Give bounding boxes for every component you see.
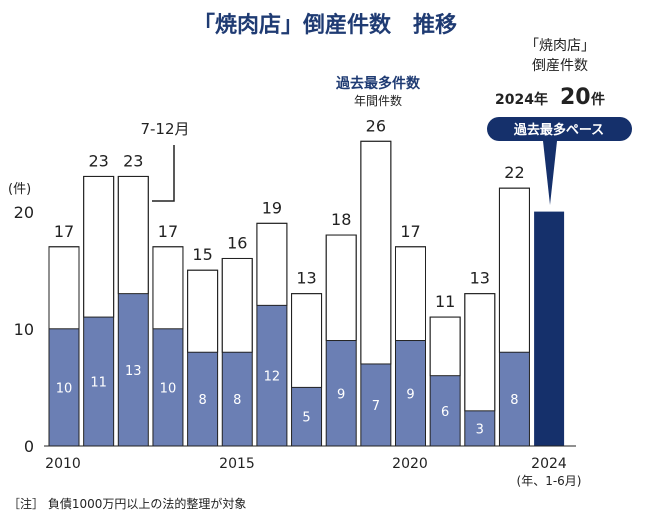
bar-h1-2023	[499, 352, 530, 446]
bar-h2-2017	[291, 293, 323, 388]
bar-h1-2017	[291, 387, 322, 446]
bar-total-label-2022: 13	[470, 269, 490, 288]
bar-total-label-2014: 15	[192, 245, 212, 264]
bar-h1-label-2012: 13	[125, 364, 142, 379]
y-axis-unit: (件)	[8, 182, 31, 197]
record-annotation-line2: 年間件数	[354, 93, 402, 108]
bar-h1-label-2020: 9	[406, 387, 414, 402]
bar-total-label-2023: 22	[504, 163, 524, 182]
y-tick-20: 20	[14, 203, 34, 222]
bar-total-label-2019: 26	[366, 116, 386, 135]
bar-h1-2021	[430, 375, 461, 446]
forecast-badge-text: 過去最多ペース	[513, 122, 604, 138]
y-tick-10: 10	[14, 320, 34, 339]
bar-h1-2014	[187, 352, 218, 446]
bar-h1-2016	[256, 305, 287, 446]
forecast-value: 20	[560, 85, 591, 110]
bar-h2-2010	[48, 246, 80, 330]
footnote: ［注］ 負債1000万円以上の法的整理が対象	[8, 496, 246, 511]
bar-h1-label-2019: 7	[372, 399, 380, 414]
bar-total-label-2010: 17	[54, 222, 74, 241]
x-tick-2024: 2024	[531, 456, 567, 472]
bar-h2-2020	[395, 246, 426, 342]
bar-h1-label-2011: 11	[90, 376, 107, 391]
bar-total-label-2015: 16	[227, 233, 247, 252]
forecast-unit: 件	[591, 91, 605, 108]
record-annotation-line1: 過去最多件数	[335, 75, 421, 92]
bars-group: 10 17 11 23 13 23 10 17 8 15 8 16 12 19 5 13 9 18 7 26 9 17 6 1…	[48, 116, 565, 447]
bar-h1-label-2015: 8	[233, 393, 241, 408]
x-tick-2020: 2020	[392, 456, 428, 472]
bar-h1-label-2021: 6	[441, 405, 449, 420]
bar-h1-label-2022: 3	[476, 422, 484, 437]
x-tick-subtitle: (年、1-6月)	[517, 474, 582, 488]
bar-h2-2021	[429, 316, 461, 377]
bar-h2-2012	[117, 175, 149, 295]
bar-h2-2023	[498, 187, 530, 353]
bar-h1-label-2017: 5	[302, 411, 310, 426]
bar-total-label-2017: 13	[296, 269, 316, 288]
h2-annotation-label: 7-12月	[140, 120, 189, 138]
bar-h1-label-2023: 8	[510, 393, 518, 408]
chart-title: 「焼肉店」倒産件数 推移	[193, 12, 457, 38]
bar-h2-2015	[221, 257, 253, 353]
bar-h1-2011	[83, 317, 114, 446]
bar-total-label-2020: 17	[400, 222, 420, 241]
forecast-badge	[487, 117, 632, 141]
bar-total-label-2016: 19	[262, 198, 282, 217]
x-tick-2010: 2010	[45, 456, 81, 472]
bar-h2-2016	[256, 222, 288, 306]
forecast-pointer	[543, 141, 557, 205]
forecast-label-line1: 「焼肉店」	[525, 38, 595, 54]
bar-h2-2013	[152, 246, 184, 330]
bar-h2-2011	[83, 175, 115, 318]
bar-h2-2022	[464, 293, 496, 412]
forecast-label-line2: 倒産件数	[532, 58, 588, 74]
x-tick-2015: 2015	[219, 456, 255, 472]
bar-h1-2013	[152, 328, 183, 446]
bar-h1-2010	[49, 328, 79, 446]
bar-total-label-2021: 11	[435, 292, 455, 311]
bar-h1-label-2010: 10	[56, 381, 73, 396]
bar-h1-label-2016: 12	[264, 370, 281, 385]
bar-total-label-2013: 17	[158, 222, 178, 241]
bar-forecast-2024	[534, 211, 565, 446]
y-tick-0: 0	[24, 437, 34, 456]
bar-h2-2019	[360, 140, 392, 365]
bar-h1-2019	[360, 363, 391, 446]
bar-h1-label-2014: 8	[198, 393, 206, 408]
bar-h1-2015	[222, 352, 253, 446]
bar-total-label-2018: 18	[331, 210, 351, 229]
bar-h2-2018	[325, 234, 357, 342]
forecast-year: 2024年	[495, 91, 548, 108]
bar-h1-label-2013: 10	[160, 381, 177, 396]
bar-h1-2020	[395, 340, 426, 446]
bar-h1-2022	[464, 410, 495, 446]
bar-h2-2014	[187, 269, 219, 353]
bar-total-label-2011: 23	[88, 151, 108, 170]
bar-h1-label-2018: 9	[337, 387, 345, 402]
bar-total-label-2012: 23	[123, 151, 143, 170]
h2-annotation-bracket	[152, 145, 175, 202]
bar-h1-2012	[118, 293, 149, 446]
bar-h1-2018	[326, 340, 357, 446]
